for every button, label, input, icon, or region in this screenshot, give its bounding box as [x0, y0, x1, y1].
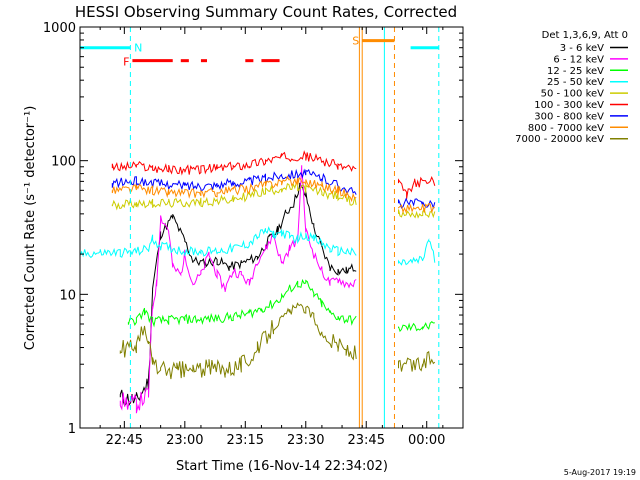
y-tick-label-3: 1000 — [43, 21, 76, 36]
legend-label-8: 7000 - 20000 keV — [515, 134, 604, 145]
legend-label-6: 300 - 800 keV — [534, 111, 604, 122]
x-tick-label-0: 22:45 — [106, 433, 143, 448]
chart-title: HESSI Observing Summary Count Rates, Cor… — [75, 3, 457, 21]
legend-label-7: 800 - 7000 keV — [528, 123, 604, 134]
legend-label-3: 25 - 50 keV — [547, 77, 604, 88]
flag-label-n: N — [134, 42, 142, 55]
legend-label-4: 50 - 100 keV — [541, 89, 605, 100]
series-line-4 — [111, 182, 436, 219]
y-tick-label-0: 1 — [68, 422, 76, 437]
x-tick-label-4: 23:45 — [348, 433, 385, 448]
x-tick-label-2: 23:15 — [227, 433, 264, 448]
x-tick-label-3: 23:30 — [287, 433, 324, 448]
x-tick-label-1: 23:00 — [166, 433, 203, 448]
y-axis-title: Corrected Count Rate (s⁻¹ detector⁻¹) — [23, 106, 38, 351]
series-line-7 — [111, 175, 436, 214]
y-tick-label-1: 10 — [59, 288, 76, 303]
footer-date: 5-Aug-2017 19:19 — [564, 468, 636, 477]
series-line-8 — [119, 302, 436, 380]
x-tick-label-5: 00:00 — [408, 433, 445, 448]
legend-header: Det 1,3,6,9, Att 0 — [542, 30, 628, 41]
plot-area: NF S — [79, 27, 440, 428]
flag-label-f: F — [123, 56, 129, 69]
series-line-1 — [119, 165, 357, 414]
series-line-5 — [111, 150, 436, 199]
flag-label-s: S — [352, 35, 359, 48]
x-axis-title: Start Time (16-Nov-14 22:34:02) — [176, 459, 388, 474]
series-line-3 — [79, 226, 436, 266]
series-line-2 — [127, 278, 435, 333]
legend-label-1: 6 - 12 keV — [553, 54, 604, 65]
y-tick-label-2: 100 — [51, 155, 76, 170]
plot-frame — [79, 26, 464, 429]
legend-label-5: 100 - 300 keV — [534, 100, 604, 111]
legend-label-0: 3 - 6 keV — [560, 43, 604, 54]
axes: 22:45 23:00 23:15 23:30 23:45 00:00 1 10 100 1000 — [43, 21, 464, 448]
legend-label-2: 12 - 25 keV — [547, 66, 604, 77]
